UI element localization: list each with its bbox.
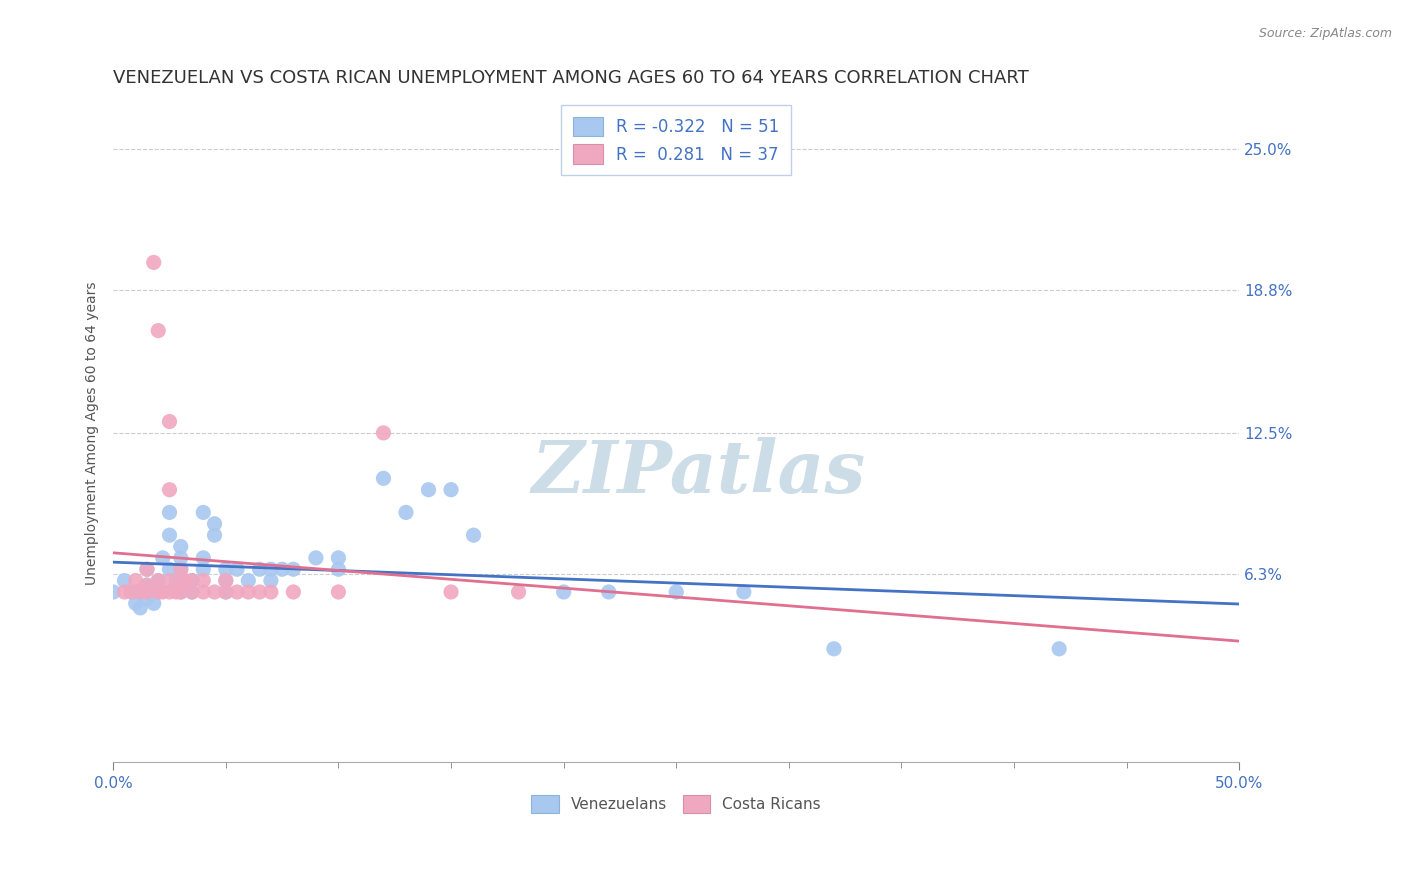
Point (129, 585, 152, 599)
Point (418, 483, 440, 497)
Point (120, 585, 142, 599)
Y-axis label: Unemployment Among Ages 60 to 64 years: Unemployment Among Ages 60 to 64 years (86, 281, 100, 584)
Point (174, 574, 197, 588)
Point (328, 550, 350, 565)
Point (103, 585, 125, 599)
Point (305, 550, 328, 565)
Point (159, 562, 181, 576)
Point (249, 585, 271, 599)
Point (181, 585, 204, 599)
Point (152, 550, 174, 565)
Point (181, 574, 204, 588)
Point (136, 562, 159, 576)
Point (215, 574, 238, 588)
Point (142, 255, 165, 269)
Point (665, 585, 688, 599)
Point (226, 585, 249, 599)
Point (181, 585, 204, 599)
Point (215, 562, 238, 576)
Point (114, 574, 136, 588)
Point (136, 591, 159, 606)
Point (170, 585, 193, 599)
Point (226, 562, 249, 576)
Point (283, 585, 305, 599)
Point (148, 585, 170, 599)
Point (271, 562, 294, 576)
Point (238, 574, 260, 588)
Point (193, 505, 215, 519)
Point (159, 574, 181, 588)
Point (148, 585, 170, 599)
Point (136, 585, 159, 599)
Point (136, 562, 159, 576)
Text: Source: ZipAtlas.com: Source: ZipAtlas.com (1258, 27, 1392, 40)
Point (260, 585, 283, 599)
Point (142, 596, 165, 610)
Point (170, 562, 193, 576)
Point (193, 562, 215, 576)
Point (152, 585, 174, 599)
Point (193, 574, 215, 588)
Point (260, 562, 283, 576)
Point (136, 578, 159, 592)
Point (125, 585, 148, 599)
Point (159, 505, 181, 519)
Point (136, 578, 159, 592)
Point (181, 574, 204, 588)
Point (373, 471, 395, 485)
Point (148, 574, 170, 588)
Point (204, 585, 226, 599)
Point (170, 540, 193, 554)
Point (395, 505, 418, 519)
Point (148, 574, 170, 588)
Point (193, 550, 215, 565)
Point (125, 596, 148, 610)
Point (170, 585, 193, 599)
Legend: Venezuelans, Costa Ricans: Venezuelans, Costa Ricans (524, 788, 828, 821)
Point (159, 585, 181, 599)
Point (170, 550, 193, 565)
Point (283, 562, 305, 576)
Point (159, 483, 181, 497)
Point (328, 585, 350, 599)
Point (440, 483, 463, 497)
Point (508, 585, 530, 599)
Point (553, 585, 575, 599)
Point (215, 585, 238, 599)
Point (114, 585, 136, 599)
Point (125, 574, 148, 588)
Point (204, 516, 226, 531)
Point (328, 562, 350, 576)
Point (260, 574, 283, 588)
Point (165, 585, 187, 599)
Point (463, 528, 485, 542)
Point (204, 528, 226, 542)
Point (598, 585, 620, 599)
Point (170, 562, 193, 576)
Point (249, 562, 271, 576)
Point (1047, 641, 1070, 656)
Point (193, 585, 215, 599)
Text: VENEZUELAN VS COSTA RICAN UNEMPLOYMENT AMONG AGES 60 TO 64 YEARS CORRELATION CHA: VENEZUELAN VS COSTA RICAN UNEMPLOYMENT A… (114, 69, 1029, 87)
Point (159, 415, 181, 429)
Point (733, 585, 755, 599)
Point (165, 574, 187, 588)
Point (148, 324, 170, 338)
Text: ZIPatlas: ZIPatlas (531, 437, 866, 508)
Point (215, 574, 238, 588)
Point (129, 600, 152, 615)
Point (373, 425, 395, 440)
Point (440, 585, 463, 599)
Point (823, 641, 845, 656)
Point (170, 574, 193, 588)
Point (238, 585, 260, 599)
Point (159, 528, 181, 542)
Point (215, 585, 238, 599)
